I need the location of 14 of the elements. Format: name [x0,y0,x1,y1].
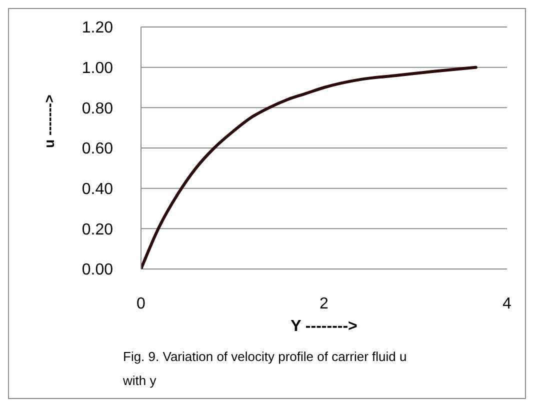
y-tick-label: 0.60 [82,140,114,158]
y-tick-label: 0.40 [82,181,114,198]
x-axis-title: Y --------> [290,318,358,335]
caption: Fig. 9. Variation of velocity profile of carrier fluid u with y [123,348,408,390]
y-tick-label: 0.20 [82,221,114,238]
x-tick-label: 4 [502,295,512,312]
x-tick-label: 2 [320,295,329,312]
y-tick-label: 1.00 [82,60,114,78]
y-axis-title: u -------> [40,94,57,148]
y-tick-label: 1.20 [82,20,114,37]
y-tick-label: 0.80 [82,100,114,118]
line-series [141,66,478,269]
y-tick-label: 0.00 [82,262,114,279]
x-tick-label: 0 [136,295,146,312]
